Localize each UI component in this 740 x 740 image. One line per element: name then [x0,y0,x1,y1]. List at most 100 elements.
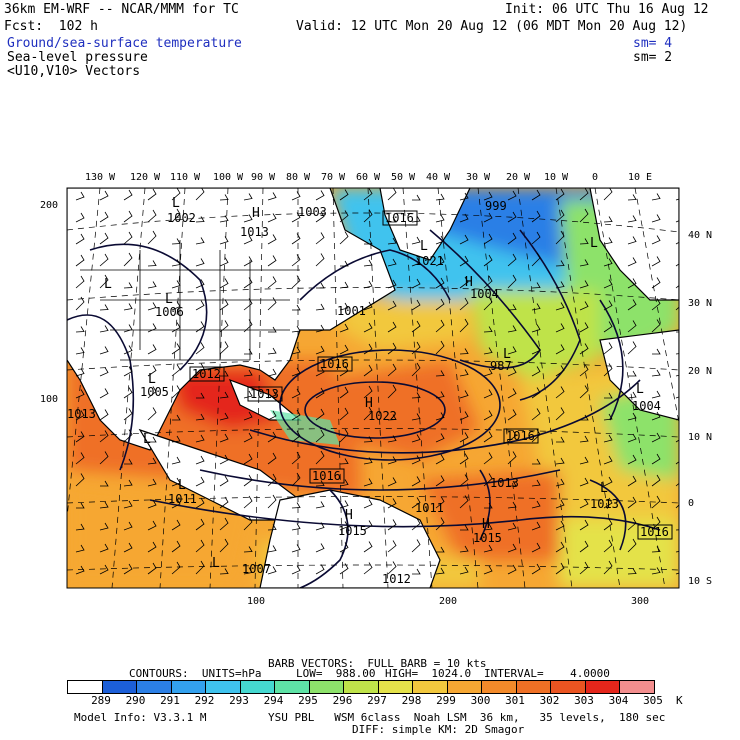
wind-barb [579,208,589,223]
wind-barb [291,502,301,509]
wind-barb [75,326,85,333]
wind-barb [603,539,613,553]
wind-barb [291,565,301,575]
wind-barb [651,567,661,575]
colorbar-label: 297 [367,694,387,707]
map-area [67,188,679,588]
wind-barb [315,564,325,575]
colorbar-swatch [446,680,482,694]
wind-barb [123,500,133,509]
wind-barb [651,411,661,421]
wind-barb [627,475,637,487]
wind-barb [411,518,421,531]
wind-barb [459,234,469,245]
pressure-center: L [165,292,173,307]
wind-barbs [75,188,679,575]
wind-barb [459,495,469,509]
wind-barb [411,362,421,377]
wind-barb [315,450,325,465]
wind-barb [604,392,613,399]
wind-barb [219,568,229,575]
wind-barb [291,233,301,245]
wind-barb [147,386,157,399]
wind-barb [123,324,133,333]
wind-barb [411,413,421,421]
wind-barb [435,433,445,443]
wind-barb [627,299,637,311]
wind-barb [267,276,277,289]
wind-barb [579,322,589,333]
pressure-label: 1013 [590,497,619,511]
wind-barb [243,235,253,245]
wind-barb [507,501,517,509]
model-title: 36km EM-WRF -- NCAR/MMM for TC [4,2,239,17]
wind-barb [196,392,205,399]
wind-barb [123,429,133,443]
wind-barb [579,435,589,443]
wind-barb [171,540,181,553]
wind-barb [123,189,133,201]
pressure-center: H [345,508,353,523]
wind-barb [483,347,493,355]
wind-barb [315,408,325,421]
wind-barb [99,190,109,201]
wind-barb [603,342,613,355]
wind-barb [315,543,325,553]
colorbar-swatch [239,680,275,694]
pressure-label: 1016 [312,469,341,483]
wind-barb [195,413,205,421]
wind-barb [651,495,661,509]
wind-barb [435,235,445,245]
wind-barb [387,477,397,487]
wind-barb [507,274,517,289]
wind-barb [316,282,325,289]
field-slp-smoothing: sm= 2 [633,50,673,65]
wind-barb [75,212,85,223]
wind-barb [339,231,349,245]
colorbar-label: 296 [332,694,353,707]
wind-barb [411,539,421,553]
pressure-label: 1013 [67,407,96,421]
wind-barb [75,191,85,201]
wind-barb [603,258,613,267]
pressure-label: 1007 [242,562,271,576]
wind-barb [339,542,349,553]
wind-barb [435,517,445,531]
wind-barb [555,365,565,377]
wind-barb [603,497,613,509]
wind-barb [315,522,325,531]
wind-barb [195,188,205,201]
wind-barb [627,412,637,421]
colorbar-label: 293 [229,694,249,707]
wind-barb [99,274,109,289]
wind-barb [267,213,277,223]
pressure-label: 1005 [140,385,169,399]
wind-barb [219,257,229,267]
wind-barb [291,275,301,289]
wind-barb [171,208,181,223]
colorbar-swatch [377,680,413,694]
wind-barb [291,544,301,553]
wind-barb [435,214,445,223]
wind-barb [483,368,493,377]
wind-barb [147,520,157,531]
wind-barb [267,494,277,509]
wind-barb [651,390,661,399]
wind-barb [531,303,541,311]
wind-barb [603,560,613,575]
wind-barb [339,386,349,399]
wind-barb [483,544,493,553]
pressure-label: 1013 [490,476,519,490]
pressure-label: 999 [485,199,507,213]
wind-barb [579,477,589,487]
lon-label: 110 W [170,172,201,183]
wind-barb [219,391,229,399]
wind-barb [387,540,397,553]
wind-barb [387,456,397,465]
lon-label: 20 W [506,172,531,183]
wind-barb [483,233,493,245]
wind-barb [291,367,301,377]
wind-barb [603,413,613,421]
wind-barb [579,343,589,355]
colorbar-label: 304 [608,694,629,707]
